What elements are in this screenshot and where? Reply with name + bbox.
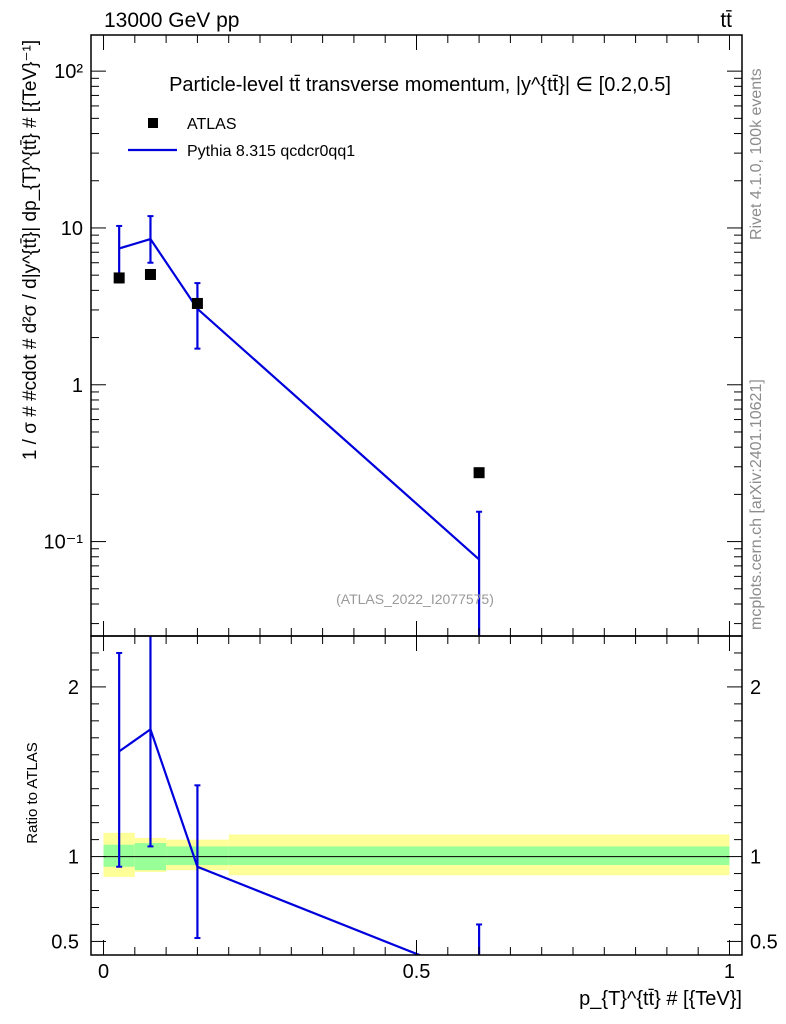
- ratio-y-tick-label-left: 2: [68, 677, 79, 699]
- ratio-uncertainty-band-inner: [228, 846, 730, 866]
- x-tick-label: 0.5: [403, 961, 431, 983]
- ratio-y-tick-label-right: 2: [750, 677, 761, 699]
- main-y-tick-label: 10²: [54, 61, 83, 83]
- main-y-tick-label: 10⁻¹: [44, 532, 84, 554]
- main-y-tick-label: 10: [61, 218, 83, 240]
- ratio-y-tick-label-left: 0.5: [51, 931, 79, 953]
- source-label: mcplots.cern.ch [arXiv:2401.10621]: [748, 379, 765, 630]
- main-panel: 10⁻¹ 1 10 10² Particle-level tt̄ transverse…: [20, 34, 743, 637]
- x-tick-label: 1: [724, 961, 735, 983]
- rivet-version-label: Rivet 4.1.0, 100k events: [748, 68, 765, 240]
- watermark-label: (ATLAS_2022_I2077575): [336, 591, 494, 607]
- atlas-data-point: [113, 272, 125, 284]
- pythia-curve: [118, 237, 480, 561]
- main-y-axis-label: 1 / σ # #cdot # d²σ / d|y^{tt̄}| dp_{T}^…: [20, 40, 41, 460]
- header-right-label: tt̄: [720, 9, 732, 32]
- atlas-data-point: [144, 268, 156, 280]
- x-axis-label: p_{T}^{tt̄} # [{TeV}]: [579, 988, 742, 1010]
- ratio-y-tick-label-left: 1: [68, 847, 79, 869]
- atlas-data-point: [473, 467, 485, 479]
- ratio-y-tick-label-right: 1: [750, 847, 761, 869]
- main-y-tick-label: 1: [72, 375, 83, 397]
- legend-pythia-label: Pythia 8.315 qcdcr0qq1: [187, 143, 355, 160]
- legend: ATLAS Pythia 8.315 qcdcr0qq1: [128, 116, 355, 160]
- main-title: Particle-level tt̄ transverse momentum, …: [169, 74, 671, 96]
- x-tick-label: 0: [98, 961, 109, 983]
- pythia-ratio-curve: [118, 727, 423, 955]
- ratio-y-axis-label: Ratio to ATLAS: [24, 742, 41, 843]
- ratio-panel: 0.5 0.5 1 1 2 2 0 0.5 1 Ratio to ATLAS p_{T}^{tt…: [24, 635, 778, 1010]
- atlas-data-point: [191, 297, 203, 309]
- header-left-label: 13000 GeV pp: [104, 9, 239, 32]
- ratio-panel-frame: [90, 635, 743, 956]
- legend-atlas-label: ATLAS: [187, 116, 237, 133]
- legend-atlas-marker: [148, 118, 158, 128]
- ratio-y-tick-label-right: 0.5: [750, 931, 778, 953]
